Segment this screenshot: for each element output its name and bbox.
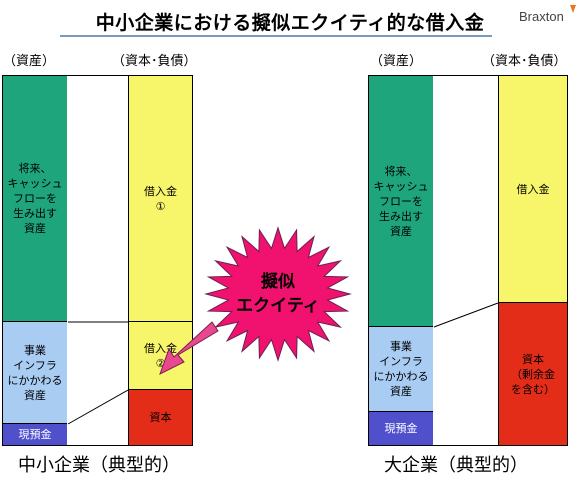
right-connector-top (433, 302, 499, 328)
left-loan1-block: 借入金 ① (128, 75, 193, 322)
left-capital-block: 資本 (128, 389, 193, 446)
right-caption: 大企業（典型的） (384, 455, 528, 476)
left-cash-block: 現預金 (2, 423, 68, 446)
pseudo-equity-arrow (159, 321, 219, 376)
right-loan-block: 借入金 (498, 75, 568, 303)
left-connector-bottom (67, 389, 129, 425)
left-future-cf-assets-block: 将来、 キャッシュ フローを 生み出す 資産 (2, 75, 68, 322)
left-liabilities-header: （資本･負債） (112, 54, 197, 69)
left-loan2-block: 借入金 ② (128, 321, 193, 390)
logo-mark-icon (570, 5, 576, 13)
title-underline (60, 35, 492, 37)
brand-logo: Braxton (519, 5, 576, 26)
pseudo-equity-label: 擬似 エクイティ (236, 272, 320, 316)
right-assets-header: （資産） (370, 54, 423, 69)
logo-text: Braxton (519, 9, 564, 24)
right-capital-block: 資本 （剰余金 を含む） (498, 302, 568, 446)
right-future-cf-assets-block: 将来、 キャッシュ フローを 生み出す 資産 (368, 75, 434, 327)
right-gap-column (433, 75, 499, 446)
right-cash-block: 現預金 (368, 411, 434, 446)
right-liabilities-header: （資本･負債） (482, 54, 567, 69)
right-infra-assets-block: 事業 インフラ にかかわる 資産 (368, 326, 434, 412)
left-assets-header: （資産） (3, 54, 56, 69)
left-gap-column (67, 75, 129, 446)
left-caption: 中小企業（典型的） (18, 455, 180, 476)
starburst-shape (204, 226, 352, 362)
page-title: 中小企業における擬似エクイティ的な借入金 (95, 12, 485, 34)
